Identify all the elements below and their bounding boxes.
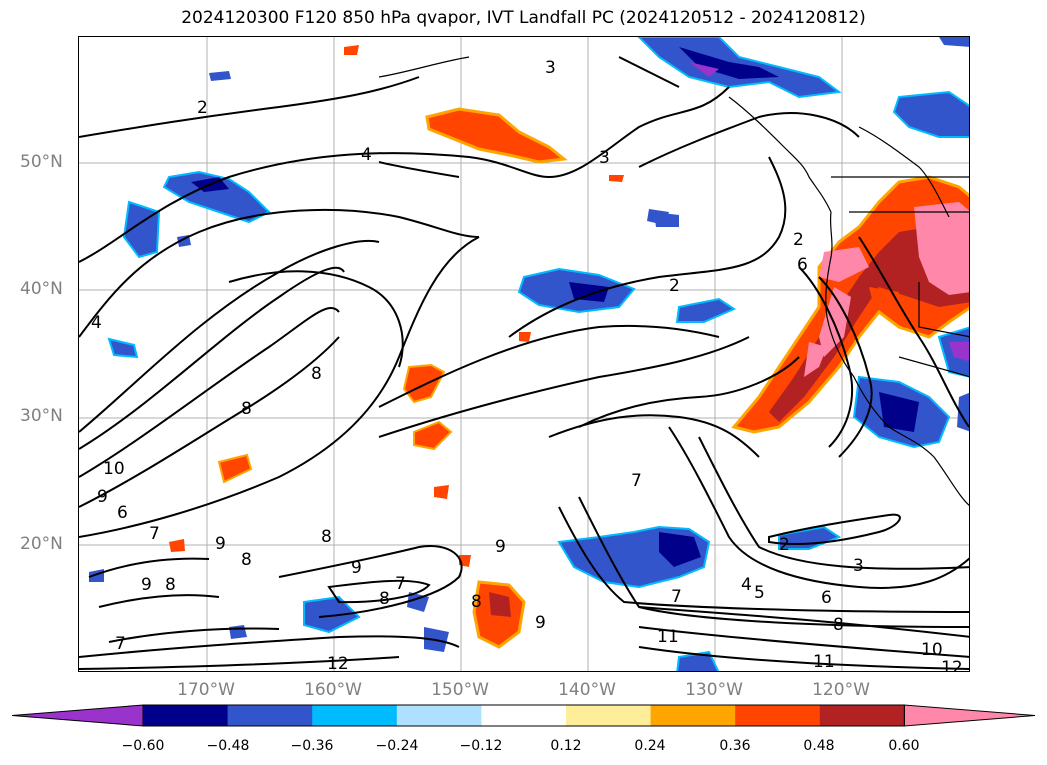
contour-label: 6 [797,255,808,275]
contour-label: 9 [535,613,546,633]
contour-label: 7 [115,634,126,654]
lat-label: 20°N [20,534,63,554]
lon-label: 140°W [558,680,616,700]
contour-label: 10 [921,640,943,660]
contour-label: 10 [103,459,125,479]
contour-label: 11 [657,627,679,647]
contour-label: 8 [311,364,322,384]
colorbar-tick-label: −0.24 [375,738,419,754]
colorbar-segment [819,705,905,726]
lat-label: 30°N [20,406,63,426]
contour-label: 9 [351,558,362,578]
colorbar-left-arrow [11,704,144,727]
colorbar-segment [143,705,229,726]
lon-label: 130°W [685,680,743,700]
contour-label: 8 [241,550,252,570]
lat-label: 50°N [20,152,63,172]
contour-label: 4 [91,313,102,333]
colorbar-tick-label: 0.36 [719,738,751,754]
colorbar-tick-label: 0.48 [803,738,835,754]
contour-label: 3 [853,556,864,576]
colorbar-tick-label: −0.48 [206,738,250,754]
colorbar-frame [142,704,905,727]
contour-label: 9 [495,537,506,557]
contour-label: 3 [599,148,610,168]
colorbar-segment [735,705,821,726]
contour-label: 2 [197,98,208,118]
north-pacific-map: 2 4 3 3 2 4 8 8 10 9 6 7 9 8 9 8 7 8 8 7… [79,37,969,672]
contour-labels: 2 4 3 3 2 4 8 8 10 9 6 7 9 8 9 8 7 8 8 7… [91,58,963,672]
ivt-contours [79,56,969,670]
contour-label: 8 [833,615,844,635]
lon-label: 160°W [304,680,362,700]
contour-label: 2 [669,276,680,296]
contour-label: 9 [97,487,108,507]
contour-label: 4 [361,145,372,165]
contour-label: 8 [165,575,176,595]
colorbar-segment [481,705,567,726]
colorbar-right-arrow [903,704,1036,727]
colorbar-segment [312,705,398,726]
contour-label: 5 [754,583,765,603]
contour-label: 6 [117,503,128,523]
contour-label: 8 [379,589,390,609]
colorbar-tick-label: −0.60 [121,738,165,754]
colorbar-segment [566,705,652,726]
positive-anomalies [169,45,969,649]
contour-label: 12 [327,654,349,672]
contour-label: 6 [821,588,832,608]
contour-label: 8 [241,399,252,419]
colorbar [11,704,1036,727]
contour-label: 2 [779,535,790,555]
contour-label: 7 [395,574,406,594]
contour-label: 8 [321,527,332,547]
lat-label: 40°N [20,279,63,299]
contour-label: 7 [149,524,160,544]
contour-label: 2 [793,230,804,250]
contour-label: 9 [215,534,226,554]
colorbar-tick-label: −0.36 [290,738,334,754]
contour-label: 11 [813,652,835,672]
colorbar-segment [227,705,313,726]
coastlines [378,56,969,506]
lon-label: 150°W [431,680,489,700]
lon-label: 170°W [177,680,235,700]
colorbar-tick-label: −0.12 [459,738,503,754]
colorbar-tick-label: 0.12 [550,738,582,754]
contour-label: 9 [141,575,152,595]
plot-title: 2024120300 F120 850 hPa qvapor, IVT Land… [181,8,866,28]
contour-label: 8 [471,592,482,612]
colorbar-segment [396,705,482,726]
lon-label: 120°W [812,680,870,700]
contour-label: 4 [741,575,752,595]
contour-label: 7 [631,471,642,491]
colorbar-tick-label: 0.24 [634,738,666,754]
colorbar-tick-label: 0.60 [888,738,920,754]
colorbar-segment [650,705,736,726]
map-panel: 2 4 3 3 2 4 8 8 10 9 6 7 9 8 9 8 7 8 8 7… [78,36,970,672]
contour-label: 7 [671,587,682,607]
contour-label: 3 [545,58,556,78]
contour-label: 12 [941,658,963,672]
